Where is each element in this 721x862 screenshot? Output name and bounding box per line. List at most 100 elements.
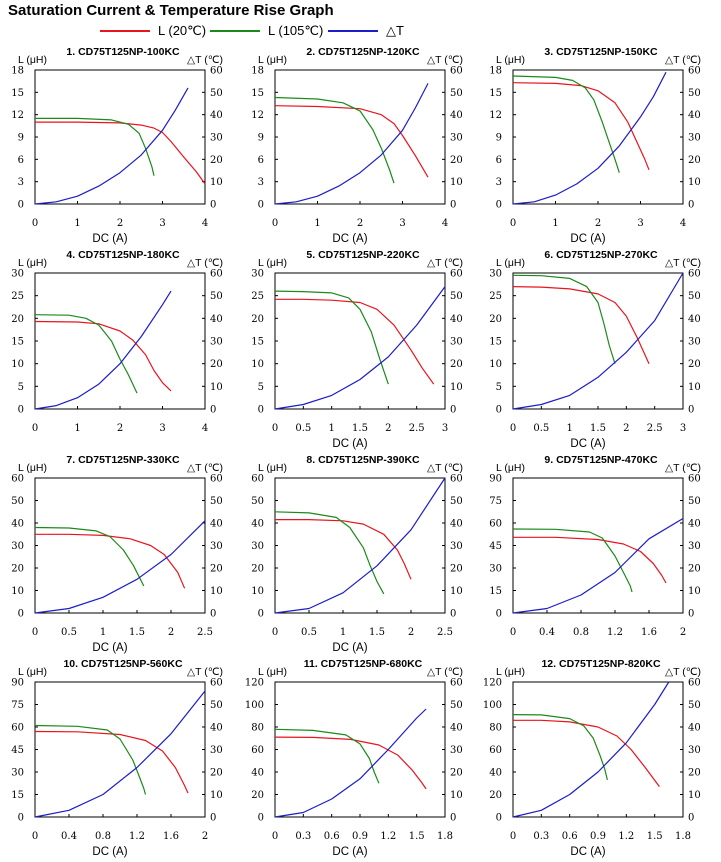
x-tick-label: 4 (202, 423, 208, 434)
y2-tick-label: 10 (688, 382, 701, 393)
chart-panel-11: 11. CD75T125NP-680KC L (μH) △T (℃) 0 0.3 0.6 0… (245, 658, 463, 858)
x-tick-label: 0.3 (533, 831, 549, 842)
y2-axis-label: △T (℃) (665, 257, 701, 269)
y2-axis-label: △T (℃) (187, 54, 223, 66)
x-tick-label: 1 (314, 218, 320, 229)
y-tick-label: 20 (11, 314, 24, 325)
x-tick-label: 1 (100, 627, 106, 638)
l20-line (512, 286, 650, 364)
y-axis-label: L (μH) (496, 54, 525, 66)
page-title: Saturation Current & Temperature Rise Gr… (8, 2, 334, 19)
x-tick-label: 2 (595, 218, 601, 229)
x-tick-label: 0 (32, 423, 38, 434)
x-tick-label: 1.2 (607, 627, 623, 638)
y-tick-label: 90 (489, 474, 502, 485)
y-tick-label: 40 (489, 768, 502, 779)
y-tick-label: 20 (251, 790, 264, 801)
x-tick-label: 0.5 (533, 423, 549, 434)
l105-line (34, 314, 138, 394)
plot-frame (34, 69, 206, 205)
y-tick-label: 0 (18, 813, 24, 824)
y2-tick-label: 50 (688, 700, 701, 711)
y2-tick-label: 0 (450, 200, 456, 211)
y-tick-label: 60 (489, 745, 502, 756)
y-tick-label: 0 (18, 609, 24, 620)
y-tick-label: 60 (251, 474, 264, 485)
x-tick-label: 2 (117, 218, 123, 229)
y2-tick-label: 20 (450, 359, 463, 370)
y-axis-label: L (μH) (258, 666, 287, 678)
legend-swatch-l105 (210, 30, 260, 32)
y-axis-label: L (μH) (496, 462, 525, 474)
y2-tick-label: 30 (210, 541, 223, 552)
y2-tick-label: 50 (688, 291, 701, 302)
x-tick-label: 0 (272, 218, 278, 229)
l105-line (512, 274, 616, 364)
x-tick-label: 2 (408, 627, 414, 638)
y2-tick-label: 20 (688, 155, 701, 166)
x-tick-label: 1 (74, 423, 80, 434)
x-axis-label: DC (A) (570, 438, 605, 450)
chart-title: 8. CD75T125NP-390KC (306, 454, 420, 466)
l20-line (35, 533, 186, 589)
y-tick-label: 75 (489, 496, 502, 507)
y-axis-label: L (μH) (18, 462, 47, 474)
y2-tick-label: 20 (688, 359, 701, 370)
x-tick-label: 0 (272, 831, 278, 842)
y-tick-label: 60 (11, 723, 24, 734)
x-tick-label: 3 (159, 423, 165, 434)
y-tick-label: 40 (11, 519, 24, 530)
y-tick-label: 15 (11, 790, 24, 801)
x-tick-label: 4 (680, 218, 686, 229)
y-tick-label: 60 (11, 474, 24, 485)
l20-line (34, 320, 172, 392)
y2-tick-label: 60 (688, 678, 701, 689)
l105-line (274, 290, 389, 385)
x-tick-label: 1.2 (618, 831, 634, 842)
y2-tick-label: 30 (688, 133, 701, 144)
y-tick-label: 0 (496, 609, 502, 620)
y2-tick-label: 40 (688, 314, 701, 325)
dt-line (274, 83, 429, 205)
x-axis-label: DC (A) (570, 846, 605, 858)
y-tick-label: 15 (489, 337, 502, 348)
y2-tick-label: 20 (450, 155, 463, 166)
y-tick-label: 75 (11, 700, 24, 711)
y-tick-label: 30 (251, 541, 264, 552)
y-tick-label: 10 (251, 359, 264, 370)
y2-tick-label: 60 (450, 474, 463, 485)
chart-title: 11. CD75T125NP-680KC (304, 658, 423, 670)
x-tick-label: 2 (680, 627, 686, 638)
y2-tick-label: 0 (450, 813, 456, 824)
chart-title: 10. CD75T125NP-560KC (63, 658, 182, 670)
x-tick-label: 0.5 (61, 627, 77, 638)
y-tick-label: 18 (251, 66, 264, 77)
y2-tick-label: 10 (688, 177, 701, 188)
y2-tick-label: 50 (450, 291, 463, 302)
l20-line (274, 736, 427, 790)
chart-panel-5: 5. CD75T125NP-220KC L (μH) △T (℃) 0 0.5 1 1.5 2… (251, 249, 463, 450)
y-tick-label: 5 (18, 382, 24, 393)
l105-line (274, 511, 385, 595)
x-tick-label: 0.6 (324, 831, 340, 842)
y2-tick-label: 20 (210, 564, 223, 575)
y-tick-label: 0 (496, 813, 502, 824)
y2-tick-label: 40 (210, 110, 223, 121)
y2-tick-label: 60 (210, 678, 223, 689)
legend: L (20℃) L (105℃) △T (100, 22, 404, 40)
plot-frame (274, 272, 446, 410)
y2-tick-label: 60 (210, 269, 223, 280)
y2-axis-label: △T (℃) (427, 462, 463, 474)
x-tick-label: 1.5 (369, 627, 385, 638)
x-tick-label: 2 (168, 627, 174, 638)
legend-label-l20: L (20℃) (158, 23, 207, 38)
x-tick-label: 1 (74, 218, 80, 229)
chart-panel-10: 10. CD75T125NP-560KC L (μH) △T (℃) 0 0.4 0.8 1… (11, 658, 223, 858)
x-tick-label: 0 (32, 627, 38, 638)
y2-tick-label: 40 (450, 110, 463, 121)
y2-tick-label: 50 (210, 88, 223, 99)
l20-line (513, 719, 660, 787)
y2-tick-label: 60 (688, 269, 701, 280)
y-axis-label: L (μH) (496, 666, 525, 678)
y2-tick-label: 10 (210, 382, 223, 393)
